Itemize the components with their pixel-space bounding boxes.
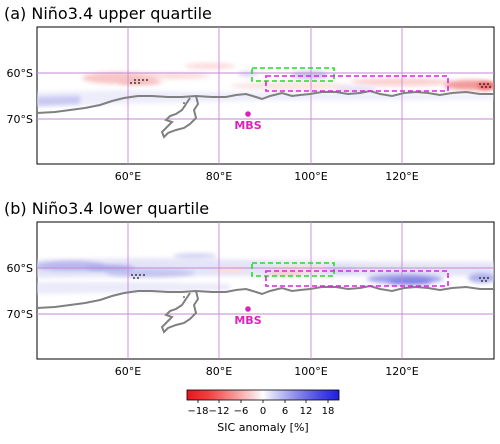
panel-a-lat-tick-70: 70°S: [7, 113, 33, 126]
panel-b-lat-tick-70: 70°S: [7, 308, 33, 321]
colorbar-tick-12: 12: [300, 406, 313, 417]
colorbar-tick-neg6: −6: [234, 406, 249, 417]
panel-b-lon-tick-80: 80°E: [206, 365, 232, 378]
panel-a-grid: [37, 27, 494, 164]
colorbar-tick-marks: [197, 400, 329, 403]
panel-b-grid: [37, 222, 494, 359]
panel-a-lon-tick-120: 120°E: [385, 170, 418, 183]
panel-b-coastline: [37, 284, 494, 309]
panel-b-title: (b) Niño3.4 lower quartile: [4, 199, 209, 218]
panel-b-anomaly-field: [37, 222, 494, 359]
panel-a-green-box: [251, 67, 335, 82]
panel-a: (a) Niño3.4 upper quartile: [4, 4, 495, 183]
colorbar-label: SIC anomaly [%]: [217, 421, 308, 434]
panel-b: (b) Niño3.4 lower quartile: [4, 199, 495, 378]
panel-b-lon-tick-120: 120°E: [385, 365, 418, 378]
colorbar-tick-0: 0: [260, 406, 266, 417]
panel-a-mbs-marker: [245, 111, 251, 117]
panel-a-lon-tick-60: 60°E: [115, 170, 141, 183]
panel-b-mbs-marker: [245, 306, 251, 312]
colorbar-tick-18: 18: [322, 406, 335, 417]
panel-a-ice-shelf: [160, 95, 200, 139]
colorbar-tick-neg18: −18: [187, 406, 208, 417]
panel-b-mbs-label: MBS: [234, 314, 261, 327]
panel-a-lon-tick-80: 80°E: [206, 170, 232, 183]
colorbar: −18 −12 −6 0 6 12 18 SIC anomaly [%]: [186, 389, 340, 434]
panel-b-ice-shelf: [160, 290, 200, 334]
panel-b-lon-tick-60: 60°E: [115, 365, 141, 378]
panel-a-mbs-label: MBS: [234, 119, 261, 132]
colorbar-gradient: [186, 389, 340, 401]
panel-b-green-box: [251, 262, 335, 277]
panel-a-lon-tick-100: 100°E: [294, 170, 327, 183]
panel-a-magenta-box: [265, 75, 449, 92]
panel-a-lat-tick-60: 60°S: [7, 67, 33, 80]
panel-b-lat-tick-60: 60°S: [7, 262, 33, 275]
panel-a-title: (a) Niño3.4 upper quartile: [4, 4, 212, 23]
colorbar-tick-neg12: −12: [208, 406, 229, 417]
panel-b-magenta-box: [265, 270, 449, 287]
panel-b-lon-tick-100: 100°E: [294, 365, 327, 378]
panel-a-coastline: [37, 89, 494, 114]
panel-a-anomaly-field: [37, 27, 494, 164]
colorbar-tick-6: 6: [282, 406, 288, 417]
